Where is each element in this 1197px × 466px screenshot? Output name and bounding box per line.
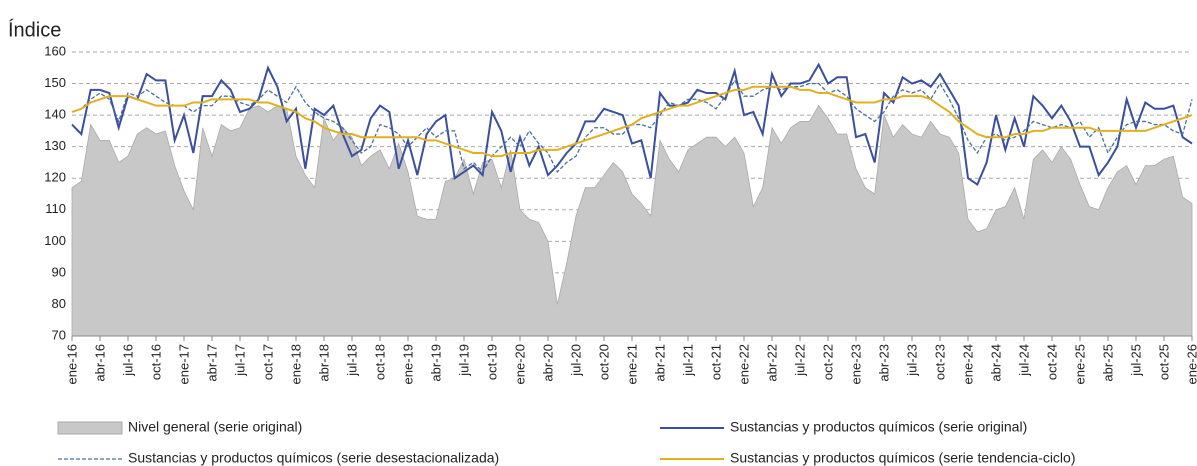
y-tick-label: 120 (44, 170, 66, 185)
x-tick-label: oct-17 (260, 344, 275, 380)
x-tick-label: abr-20 (540, 344, 555, 382)
area (71, 104, 1193, 337)
x-tick-label: jul-22 (792, 344, 807, 377)
y-axis-title: Índice (8, 18, 61, 41)
y-tick-label: 90 (52, 264, 66, 279)
x-tick-label: jul-20 (568, 344, 583, 377)
legend-label: Sustancias y productos químicos (serie d… (128, 450, 499, 466)
x-tick-label: abr-16 (92, 344, 107, 382)
y-tick-label: 110 (45, 201, 66, 216)
x-tick-label: jul-25 (1128, 344, 1143, 377)
x-tick-label: abr-23 (876, 344, 891, 382)
y-tick-label: 130 (44, 138, 66, 153)
y-tick-label: 150 (44, 75, 66, 90)
x-tick-label: jul-23 (904, 344, 919, 377)
x-tick-label: ene-21 (624, 344, 639, 384)
x-tick-label: ene-16 (64, 344, 79, 384)
x-tick-label: oct-19 (484, 344, 499, 380)
x-tick-label: abr-17 (204, 344, 219, 382)
y-tick-label: 80 (52, 296, 66, 311)
legend-label: Sustancias y productos químicos (serie o… (730, 419, 1027, 435)
x-tick-label: oct-16 (148, 344, 163, 380)
x-tick-label: oct-21 (708, 344, 723, 380)
x-tick-label: oct-23 (932, 344, 947, 380)
x-tick-label: jul-24 (1016, 344, 1031, 377)
x-tick-label: ene-17 (176, 344, 191, 384)
x-tick-label: oct-24 (1044, 344, 1059, 380)
x-tick-label: jul-17 (232, 344, 247, 377)
x-tick-label: ene-26 (1184, 344, 1197, 384)
x-tick-label: oct-18 (372, 344, 387, 380)
x-tick-label: ene-24 (960, 344, 975, 384)
x-tick-label: ene-19 (400, 344, 415, 384)
y-tick-label: 140 (44, 107, 66, 122)
x-tick-label: abr-22 (764, 344, 779, 382)
legend-label: Nivel general (serie original) (128, 419, 302, 435)
x-tick-label: oct-20 (596, 344, 611, 380)
x-tick-label: ene-18 (288, 344, 303, 384)
legend-swatch (57, 421, 123, 435)
x-tick-label: oct-25 (1156, 344, 1171, 380)
x-tick-label: abr-21 (652, 344, 667, 382)
x-tick-label: abr-25 (1100, 344, 1115, 382)
x-tick-label: jul-19 (456, 344, 471, 377)
x-tick-label: ene-25 (1072, 344, 1087, 384)
line (71, 85, 1193, 158)
y-tick-label: 70 (52, 327, 66, 342)
x-tick-label: ene-22 (736, 344, 751, 384)
x-tick-label: abr-18 (316, 344, 331, 382)
x-tick-label: oct-22 (820, 344, 835, 380)
x-tick-label: jul-18 (344, 344, 359, 377)
x-tick-label: jul-21 (680, 344, 695, 377)
x-tick-label: abr-24 (988, 344, 1003, 382)
x-tick-label: ene-20 (512, 344, 527, 384)
y-tick-label: 160 (44, 43, 66, 58)
legend-label: Sustancias y productos químicos (serie t… (730, 450, 1076, 466)
x-tick-label: ene-23 (848, 344, 863, 384)
x-tick-label: abr-19 (428, 344, 443, 382)
x-tick-label: jul-16 (120, 344, 135, 377)
y-tick-label: 100 (44, 233, 66, 248)
